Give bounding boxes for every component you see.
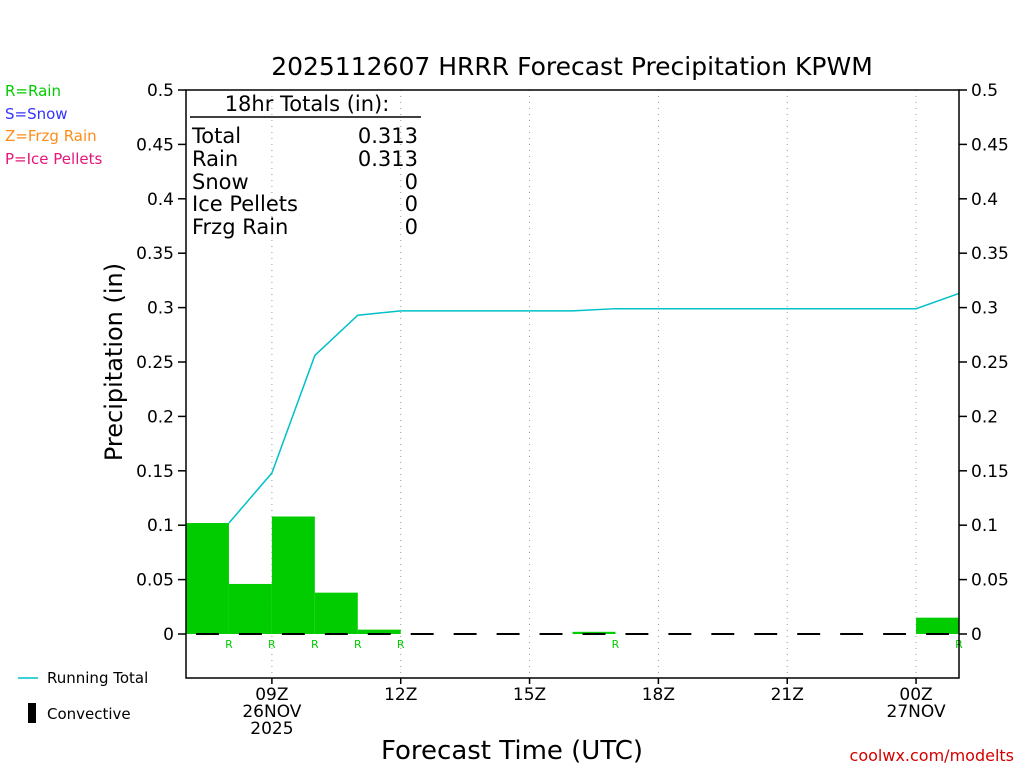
type-marker-8: R: [225, 638, 233, 651]
ytick-label-right-8: 0.4: [971, 190, 998, 210]
y-axis-label: Precipitation (in): [100, 263, 128, 461]
ytick-label-left-1: 0.05: [136, 571, 174, 591]
totals-box: 18hr Totals (in): Total 0.313 Rain 0.313…: [190, 92, 421, 239]
precip-bar-8: [186, 523, 229, 634]
ytick-label-left-6: 0.3: [147, 299, 174, 319]
convective-legend-label: Convective: [47, 705, 131, 723]
ytick-label-left-0: 0: [163, 625, 174, 645]
type-marker-12: R: [397, 638, 405, 651]
legend-snow: S=Snow: [5, 105, 68, 123]
totals-ice-pellets-value: 0: [405, 192, 418, 216]
bottom-legend: Running Total Convective: [18, 669, 148, 723]
running-total-line: [228, 292, 960, 524]
ytick-label-right-3: 0.15: [971, 462, 1009, 482]
totals-rain-value: 0.313: [358, 147, 418, 171]
totals-ice-pellets-label: Ice Pellets: [192, 192, 298, 216]
totals-total-label: Total: [191, 124, 241, 148]
totals-snow-label: Snow: [192, 170, 249, 194]
xtick-label-21z-0: 21Z: [771, 685, 804, 705]
xtick-label-09z-0: 09Z: [255, 685, 288, 705]
precip-type-legend: R=Rain S=Snow Z=Frzg Rain P=Ice Pellets: [5, 82, 102, 168]
ytick-label-right-4: 0.2: [971, 407, 998, 427]
ytick-label-right-0: 0: [971, 625, 982, 645]
xtick-label-00z-0: 00Z: [899, 685, 932, 705]
ytick-label-left-2: 0.1: [147, 516, 174, 536]
ytick-label-left-3: 0.15: [136, 462, 174, 482]
legend-rain: R=Rain: [5, 82, 61, 100]
type-marker-17: R: [612, 638, 620, 651]
totals-header: 18hr Totals (in):: [225, 92, 390, 116]
grid-lines: [271, 90, 917, 678]
type-marker-10: R: [311, 638, 319, 651]
xtick-label-09z-2: 2025: [250, 719, 293, 739]
precip-bar-9: [228, 583, 272, 634]
xtick-label-09z-1: 26NOV: [242, 702, 301, 722]
running-total-legend-label: Running Total: [47, 669, 148, 687]
ytick-label-right-9: 0.45: [971, 135, 1009, 155]
ytick-label-right-2: 0.1: [971, 516, 998, 536]
precip-bar-12: [357, 629, 401, 634]
ytick-label-right-10: 0.5: [971, 81, 998, 101]
xtick-label-15z-0: 15Z: [513, 685, 546, 705]
precip-bar-10: [271, 516, 315, 634]
xtick-label-12z-0: 12Z: [384, 685, 417, 705]
ytick-label-right-1: 0.05: [971, 571, 1009, 591]
totals-frzg-rain-label: Frzg Rain: [192, 215, 288, 239]
x-axis-label: Forecast Time (UTC): [381, 736, 643, 766]
precip-bars: [186, 516, 959, 634]
y-axis-ticks: 0 00.05 0.050.1 0.10.15 0.150.2 0.20.25 0.250.…: [136, 81, 1009, 645]
ytick-label-left-7: 0.35: [136, 244, 174, 264]
chart-title: 2025112607 HRRR Forecast Precipitation K…: [271, 52, 873, 81]
precip-bar-17: [572, 631, 616, 634]
ytick-label-left-4: 0.2: [147, 407, 174, 427]
xtick-label-00z-1: 27NOV: [887, 702, 946, 722]
ytick-label-right-6: 0.3: [971, 299, 998, 319]
precip-bar-25: [916, 617, 959, 634]
type-marker-11: R: [354, 638, 362, 651]
totals-snow-value: 0: [405, 170, 418, 194]
ytick-label-right-5: 0.25: [971, 353, 1009, 373]
totals-frzg-rain-value: 0: [405, 215, 418, 239]
ytick-label-left-9: 0.45: [136, 135, 174, 155]
legend-ice-pellets: P=Ice Pellets: [5, 150, 102, 168]
xtick-label-18z-0: 18Z: [642, 685, 675, 705]
totals-rain-label: Rain: [192, 147, 238, 171]
totals-total-value: 0.313: [358, 124, 418, 148]
ytick-label-left-8: 0.4: [147, 190, 174, 210]
ytick-label-right-7: 0.35: [971, 244, 1009, 264]
convective-swatch: [28, 703, 36, 723]
plot-frame: [185, 89, 960, 679]
legend-frzg-rain: Z=Frzg Rain: [5, 127, 97, 145]
credit-text: coolwx.com/modelts: [850, 746, 1014, 765]
ytick-label-left-5: 0.25: [136, 353, 174, 373]
precip-bar-11: [314, 592, 358, 634]
ytick-label-left-10: 0.5: [147, 81, 174, 101]
type-marker-9: R: [268, 638, 276, 651]
